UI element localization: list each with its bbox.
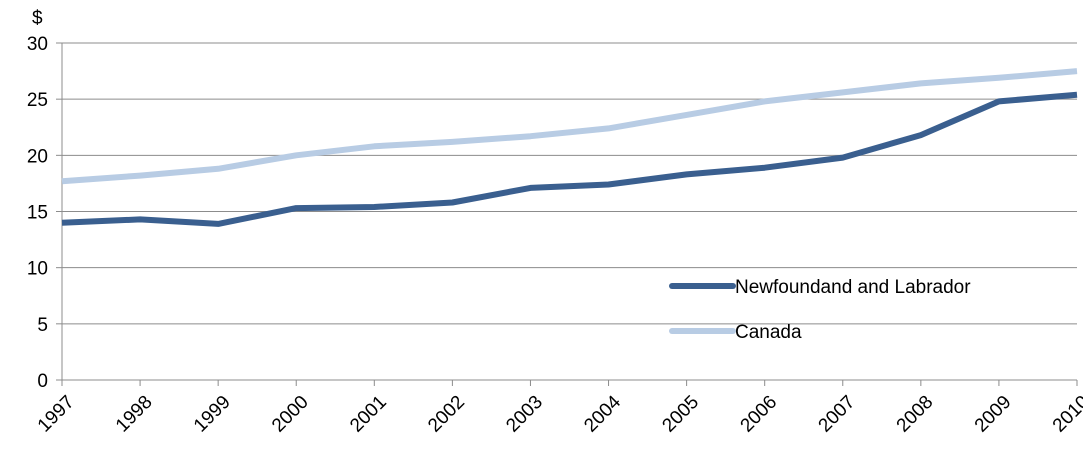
legend: Newfoundand and Labrador Canada (669, 277, 971, 343)
x-tick-label: 2001 (346, 392, 391, 437)
gridlines (62, 42, 1077, 325)
series-line (61, 91, 1078, 227)
y-axis-unit-label: $ (32, 8, 43, 29)
series-line (61, 68, 1078, 185)
x-tick-label: 1999 (190, 392, 235, 437)
x-tick-label: 2010 (1049, 392, 1083, 437)
y-tick-label: 20 (27, 146, 48, 167)
x-tick-label: 2004 (580, 391, 625, 436)
y-tick-label: 10 (27, 259, 48, 280)
y-tick-label: 30 (27, 34, 48, 55)
x-tick-label: 2007 (815, 392, 860, 437)
axes: 0 5 10 15 20 25 30 1997 1998 1999 2000 2001 2002 2003… (27, 34, 1083, 436)
x-tick-label: 2009 (971, 392, 1016, 437)
legend-label: Newfoundand and Labrador (735, 277, 971, 298)
x-tick-label: 1998 (112, 392, 157, 437)
x-tick-label: 2000 (268, 392, 313, 437)
legend-label: Canada (735, 322, 802, 343)
x-tick-label: 2003 (502, 392, 547, 437)
x-tick-label: 2008 (893, 392, 938, 437)
series-lines (61, 68, 1078, 227)
y-tick-label: 25 (27, 90, 48, 111)
x-tick-label: 2005 (658, 392, 703, 437)
x-tick-label: 2006 (737, 392, 782, 437)
x-tick-label: 2002 (424, 392, 469, 437)
y-tick-label: 5 (37, 315, 48, 336)
x-tick-label: 1997 (34, 392, 79, 437)
y-tick-label: 15 (27, 203, 48, 224)
y-tick-label: 0 (37, 371, 48, 392)
